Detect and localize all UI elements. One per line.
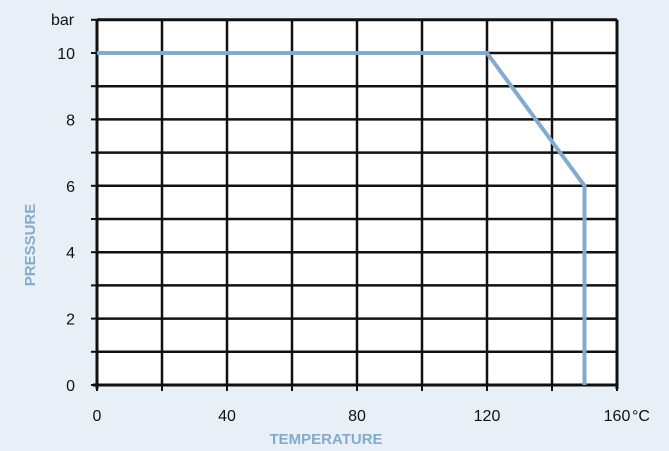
y-tick-label: 10 xyxy=(57,46,75,63)
grid-lines xyxy=(91,18,619,391)
x-tick-label: 0 xyxy=(93,408,102,425)
y-tick-label: 0 xyxy=(66,378,75,395)
x-tick-label: 40 xyxy=(218,408,236,425)
y-axis-title: PRESSURE xyxy=(22,204,39,287)
y-axis-ticks: 0 2 4 6 8 10 xyxy=(57,46,75,395)
series-line xyxy=(97,51,587,385)
x-unit-label: °C xyxy=(632,408,650,425)
series-layer xyxy=(96,51,587,386)
y-tick-label: 8 xyxy=(66,112,75,129)
x-tick-label: 80 xyxy=(348,408,366,425)
x-tick-label: 120 xyxy=(474,408,501,425)
y-tick-label: 4 xyxy=(66,245,75,262)
x-axis-title: TEMPERATURE xyxy=(269,431,382,448)
x-axis-ticks: 0 40 80 120 160 xyxy=(93,408,631,425)
y-tick-label: 6 xyxy=(66,179,75,196)
y-tick-label: 2 xyxy=(66,312,75,329)
y-unit-label: bar xyxy=(51,12,75,29)
x-tick-label: 160 xyxy=(604,408,631,425)
